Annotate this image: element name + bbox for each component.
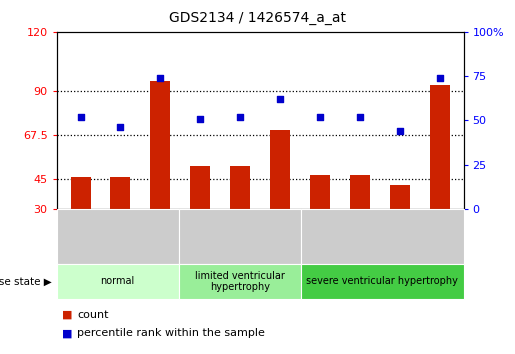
Point [236, 114, 244, 120]
Bar [310, 176, 330, 209]
Text: ■: ■ [62, 310, 72, 320]
Text: percentile rank within the sample: percentile rank within the sample [77, 329, 265, 338]
Bar [350, 176, 370, 209]
Point [196, 116, 204, 121]
Point [316, 114, 324, 120]
Text: ■: ■ [62, 329, 72, 338]
Point [76, 114, 84, 120]
Text: normal: normal [100, 276, 135, 286]
Bar [430, 85, 450, 209]
Text: severe ventricular hypertrophy: severe ventricular hypertrophy [306, 276, 458, 286]
Text: GDS2134 / 1426574_a_at: GDS2134 / 1426574_a_at [169, 11, 346, 25]
Bar [190, 166, 210, 209]
Point [156, 75, 164, 81]
Bar [270, 130, 290, 209]
Bar [71, 177, 91, 209]
Point [436, 75, 444, 81]
Text: disease state ▶: disease state ▶ [0, 276, 52, 286]
Bar [111, 177, 130, 209]
Point [396, 128, 404, 134]
Bar [230, 166, 250, 209]
Bar [390, 185, 409, 209]
Text: limited ventricular
hypertrophy: limited ventricular hypertrophy [195, 270, 285, 292]
Point [276, 96, 284, 102]
Point [356, 114, 364, 120]
Point [116, 125, 125, 130]
Bar [150, 81, 170, 209]
Text: count: count [77, 310, 109, 320]
